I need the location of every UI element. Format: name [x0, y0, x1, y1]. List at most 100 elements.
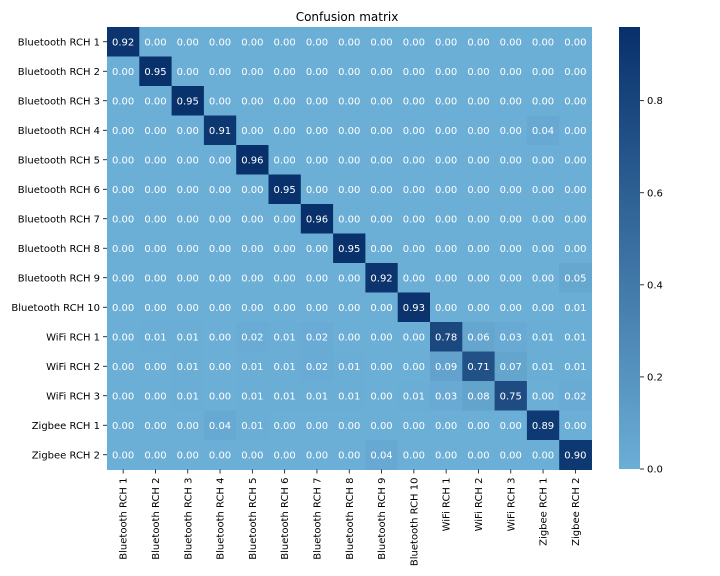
cell-value-label: 0.00	[403, 450, 425, 461]
cell-value-label: 0.00	[435, 96, 457, 107]
cell-value-label: 0.00	[112, 391, 134, 402]
heatmap-cell-r13-c13	[494, 381, 528, 411]
heatmap-cell-r3-c15	[559, 86, 592, 116]
cell-value-label: 0.00	[370, 126, 392, 137]
cell-value-label: 0.95	[338, 244, 360, 255]
cell-value-label: 0.00	[209, 155, 231, 166]
heatmap-cell-r4-c8	[333, 115, 366, 146]
cell-value-label: 0.00	[274, 421, 296, 432]
row-label: Bluetooth RCH 10	[11, 303, 100, 314]
cell-value-label: 0.00	[112, 303, 134, 314]
heatmap-cell-r8-c11	[430, 233, 463, 264]
cell-value-label: 0.00	[144, 37, 166, 48]
heatmap-cell-r8-c10	[397, 233, 431, 264]
cell-value-label: 0.00	[370, 67, 392, 78]
cell-value-label: 0.00	[306, 303, 328, 314]
heatmap-cell-r15-c15	[559, 440, 592, 470]
heatmap-cell-r6-c1	[107, 174, 140, 205]
cell-value-label: 0.00	[564, 185, 586, 196]
heatmap-cell-r2-c10	[397, 56, 431, 87]
cell-value-label: 0.00	[500, 67, 522, 78]
cell-value-label: 0.00	[370, 155, 392, 166]
row-label: Zigbee RCH 1	[32, 421, 100, 432]
heatmap-cell-r1-c12	[462, 27, 496, 57]
row-label: Bluetooth RCH 2	[18, 67, 100, 78]
cell-value-label: 0.00	[177, 67, 199, 78]
heatmap-cell-r1-c13	[494, 27, 528, 57]
heatmap-cell-r12-c1	[107, 351, 140, 382]
heatmap-cell-r4-c14	[526, 115, 560, 146]
cell-value-label: 0.03	[435, 391, 457, 402]
heatmap-cell-r9-c10	[397, 263, 431, 293]
cell-value-label: 0.01	[532, 362, 554, 373]
heatmap-cell-r2-c8	[333, 56, 366, 87]
cell-value-label: 0.00	[532, 273, 554, 284]
cell-value-label: 0.93	[403, 303, 425, 314]
cell-value-label: 0.00	[112, 244, 134, 255]
cell-value-label: 0.00	[241, 126, 263, 137]
cell-value-label: 0.00	[177, 214, 199, 225]
cell-value-label: 0.06	[467, 332, 489, 343]
heatmap-cell-r11-c11	[430, 322, 463, 352]
cell-value-label: 0.00	[370, 303, 392, 314]
row-label: Bluetooth RCH 8	[18, 244, 100, 255]
cell-value-label: 0.00	[403, 96, 425, 107]
cell-value-label: 0.01	[338, 391, 360, 402]
cell-value-label: 0.00	[209, 67, 231, 78]
heatmap-cell-r3-c1	[107, 86, 140, 116]
cell-value-label: 0.00	[532, 303, 554, 314]
cell-value-label: 0.89	[532, 421, 554, 432]
heatmap-cell-r6-c14	[526, 174, 560, 205]
row-label: WiFi RCH 2	[46, 362, 100, 373]
row-label: Bluetooth RCH 1	[18, 37, 100, 48]
cell-value-label: 0.00	[209, 303, 231, 314]
cell-value-label: 0.00	[564, 96, 586, 107]
cell-value-label: 0.00	[274, 126, 296, 137]
heatmap-cell-r12-c11	[430, 351, 463, 382]
cell-value-label: 0.01	[274, 332, 296, 343]
cell-value-label: 0.78	[435, 332, 457, 343]
cell-value-label: 0.00	[435, 214, 457, 225]
heatmap-cell-r15-c8	[333, 440, 366, 470]
cell-value-label: 0.00	[144, 362, 166, 373]
heatmap-cell-r3-c14	[526, 86, 560, 116]
cell-value-label: 0.95	[177, 96, 199, 107]
cell-value-label: 0.00	[144, 303, 166, 314]
heatmap-cell-r6-c13	[494, 174, 528, 205]
heatmap-cell-r5-c9	[365, 145, 399, 175]
heatmap-cell-r11-c7	[300, 322, 334, 352]
heatmap-cell-r6-c5	[236, 174, 269, 205]
cell-value-label: 0.00	[144, 244, 166, 255]
cell-value-label: 0.00	[500, 244, 522, 255]
cell-value-label: 0.00	[112, 362, 134, 373]
column-label: Bluetooth RCH 3	[183, 478, 194, 560]
heatmap-cell-r13-c2	[139, 381, 173, 411]
heatmap-cell-r3-c4	[203, 86, 237, 116]
heatmap-cell-r7-c5	[236, 204, 269, 234]
cell-value-label: 0.00	[435, 273, 457, 284]
heatmap-cell-r9-c6	[268, 263, 302, 293]
cell-value-label: 0.00	[532, 214, 554, 225]
heatmap-cell-r2-c6	[268, 56, 302, 87]
cell-value-label: 0.00	[274, 303, 296, 314]
column-label: Bluetooth RCH 2	[151, 478, 162, 560]
heatmap-cell-r5-c6	[268, 145, 302, 175]
cell-value-label: 0.02	[241, 332, 263, 343]
cell-value-label: 0.00	[241, 303, 263, 314]
heatmap-cell-r12-c4	[203, 351, 237, 382]
heatmap-cell-r13-c10	[397, 381, 431, 411]
heatmap-cell-r10-c10	[397, 292, 431, 323]
heatmap-cell-r9-c3	[171, 263, 205, 293]
heatmap-cell-r14-c14	[526, 410, 560, 441]
colorbar-tick-label: 0.6	[647, 188, 663, 199]
cell-value-label: 0.01	[338, 362, 360, 373]
cell-value-label: 0.00	[112, 273, 134, 284]
cell-value-label: 0.00	[112, 421, 134, 432]
colorbar-tick-label: 0.8	[647, 96, 663, 107]
heatmap-cell-r2-c12	[462, 56, 496, 87]
heatmap-cell-r12-c9	[365, 351, 399, 382]
heatmap-cell-r11-c8	[333, 322, 366, 352]
heatmap-cell-r11-c10	[397, 322, 431, 352]
heatmap-cell-r1-c10	[397, 27, 431, 57]
